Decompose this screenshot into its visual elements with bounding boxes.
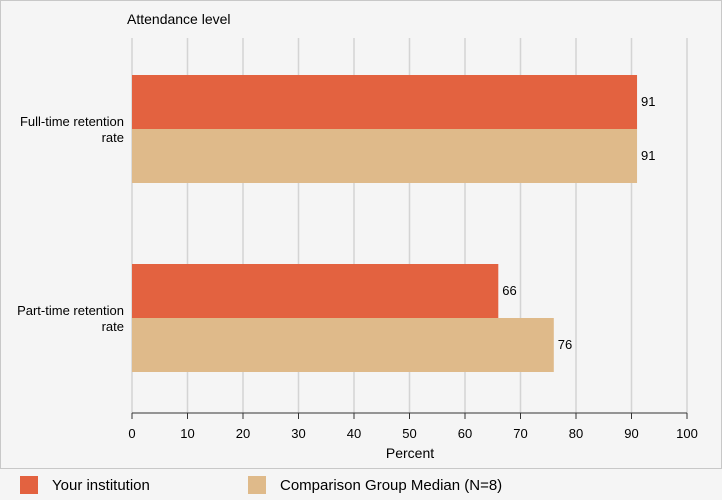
category-label-1: Part-time retention rate <box>17 303 124 334</box>
bar-part-time-series-1 <box>132 318 554 372</box>
tick-label-0: 0 <box>128 426 135 441</box>
category-labels: Full-time retention rate Part-time retenti… <box>17 114 124 334</box>
value-labels: 91 91 66 76 <box>502 94 655 352</box>
tick-label-60: 60 <box>458 426 472 441</box>
legend-swatch-your-institution <box>20 476 38 494</box>
value-label-1-0: 66 <box>502 283 516 298</box>
value-label-0-1: 91 <box>641 148 655 163</box>
bar-part-time-series-0 <box>132 264 499 318</box>
bars <box>132 75 638 372</box>
tick-label-90: 90 <box>624 426 638 441</box>
x-axis-ticks: 0 10 20 30 40 50 60 70 80 90 100 <box>128 412 698 441</box>
tick-label-70: 70 <box>513 426 527 441</box>
bar-full-time-series-0 <box>132 75 638 129</box>
legend-item-your-institution: Your institution <box>20 476 150 494</box>
chart-plot: Attendance level 91 91 66 76 Full-time rete… <box>17 11 698 461</box>
legend-swatch-comparison-group <box>248 476 266 494</box>
tick-label-50: 50 <box>402 426 416 441</box>
legend-item-comparison-group: Comparison Group Median (N=8) <box>248 476 502 494</box>
x-axis-title: Percent <box>386 445 434 461</box>
tick-label-30: 30 <box>291 426 305 441</box>
tick-label-20: 20 <box>236 426 250 441</box>
value-label-0-0: 91 <box>641 94 655 109</box>
bar-full-time-series-1 <box>132 129 638 183</box>
tick-label-100: 100 <box>676 426 698 441</box>
chart-title: Attendance level <box>127 11 231 27</box>
tick-label-10: 10 <box>180 426 194 441</box>
category-label-0: Full-time retention rate <box>20 114 124 145</box>
tick-label-40: 40 <box>347 426 361 441</box>
legend-label-comparison-group: Comparison Group Median (N=8) <box>280 476 503 494</box>
legend: Your institution Comparison Group Median… <box>0 468 722 500</box>
value-label-1-1: 76 <box>558 337 572 352</box>
tick-label-80: 80 <box>569 426 583 441</box>
legend-label-your-institution: Your institution <box>52 476 150 494</box>
